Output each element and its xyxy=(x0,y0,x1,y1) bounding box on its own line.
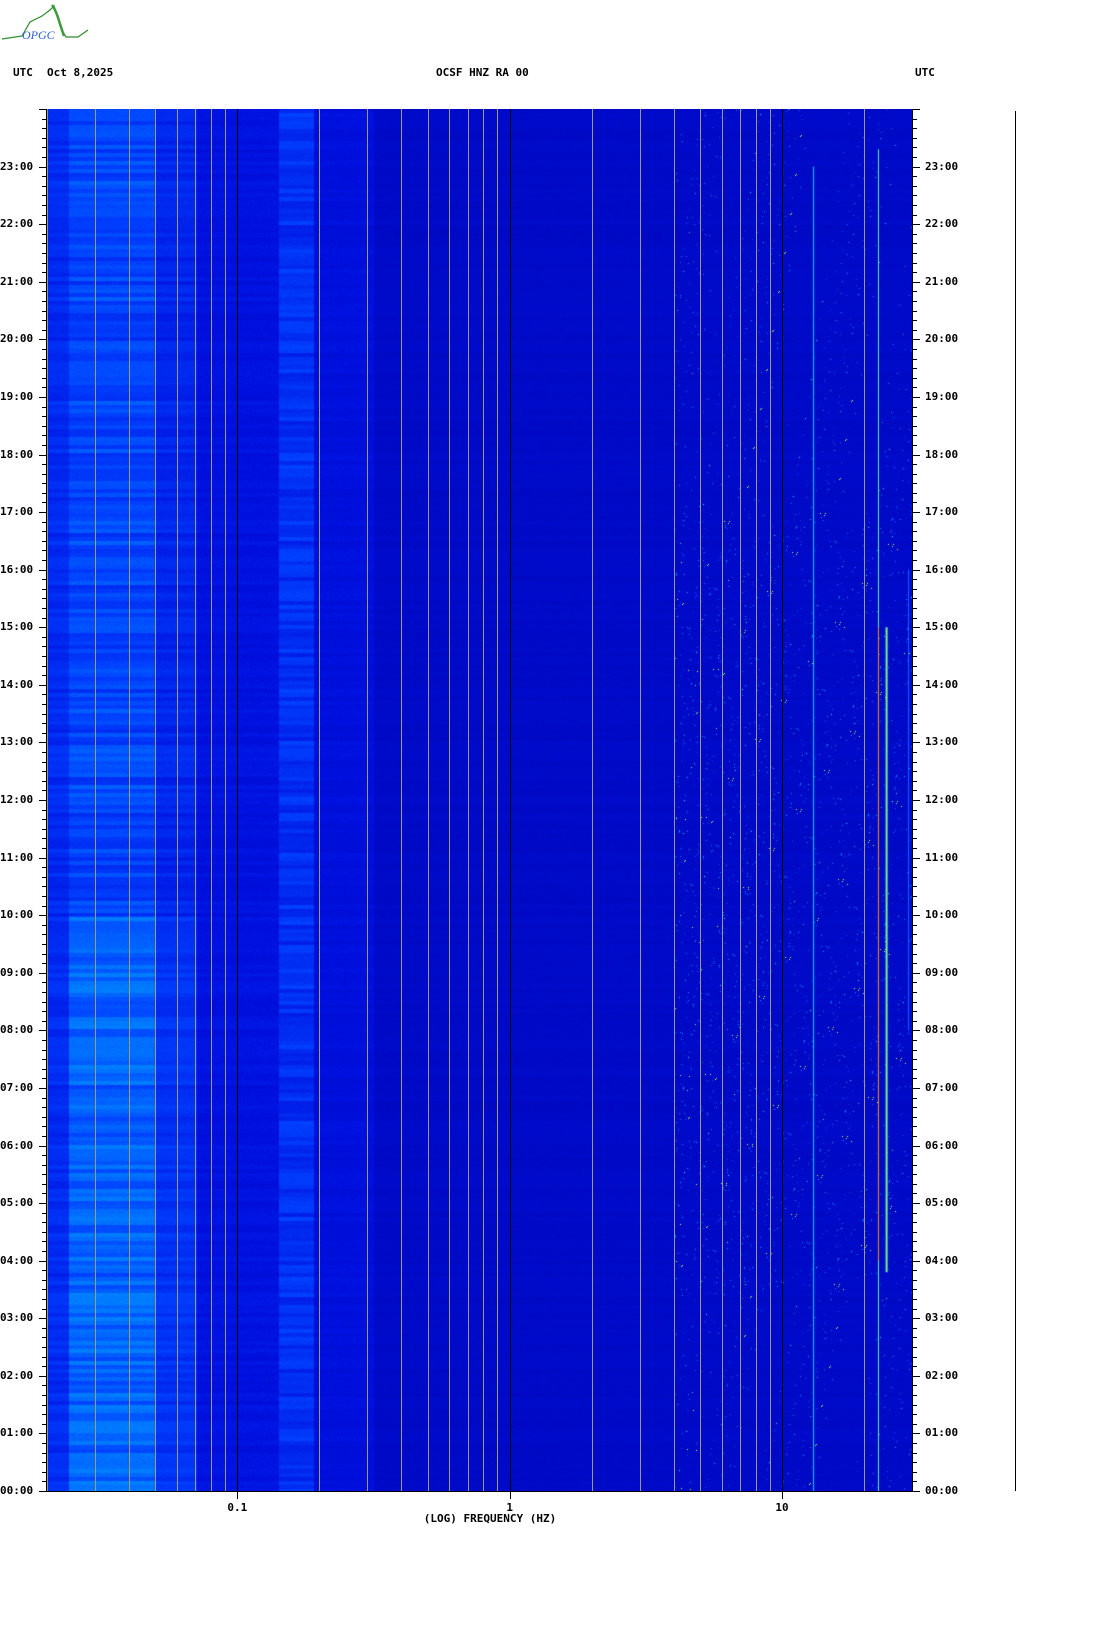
x-tick-label: 10 xyxy=(775,1501,789,1514)
y-tick-label-left: 03:00 xyxy=(0,1311,34,1325)
y-tick-label-left: 09:00 xyxy=(0,965,34,979)
y-tick-label-right: 09:00 xyxy=(925,965,959,979)
svg-text:OPGC: OPGC xyxy=(22,28,56,42)
y-tick-label-left: 01:00 xyxy=(0,1426,34,1440)
y-tick-label-right: 03:00 xyxy=(925,1311,959,1325)
y-tick-label-right: 07:00 xyxy=(925,1080,959,1094)
y-tick-label-right: 19:00 xyxy=(925,389,959,403)
y-tick-label-left: 22:00 xyxy=(0,217,34,231)
y-tick-label-right: 23:00 xyxy=(925,159,959,173)
y-tick-label-left: 02:00 xyxy=(0,1368,34,1382)
y-tick-label-left: 06:00 xyxy=(0,1138,34,1152)
y-tick-label-right: 16:00 xyxy=(925,562,959,576)
y-tick-label-right: 17:00 xyxy=(925,505,959,519)
y-tick-label-right: 18:00 xyxy=(925,447,959,461)
y-tick-label-left: 18:00 xyxy=(0,447,34,461)
y-tick-label-right: 15:00 xyxy=(925,620,959,634)
spectrogram-heatmap xyxy=(47,109,912,1491)
y-tick-label-left: 13:00 xyxy=(0,735,34,749)
y-tick-label-right: 11:00 xyxy=(925,850,959,864)
y-tick-label-left: 11:00 xyxy=(0,850,34,864)
y-tick-label-right: 21:00 xyxy=(925,274,959,288)
y-tick-label-left: 23:00 xyxy=(0,159,34,173)
y-tick-label-right: 04:00 xyxy=(925,1253,959,1267)
y-tick-label-left: 05:00 xyxy=(0,1196,34,1210)
y-tick-label-left: 12:00 xyxy=(0,793,34,806)
right-timezone-label: UTC xyxy=(915,66,935,79)
y-tick-label-right: 06:00 xyxy=(925,1138,959,1152)
y-tick-label-left: 14:00 xyxy=(0,677,34,691)
x-tick-label: 0.1 xyxy=(227,1501,248,1514)
x-axis-title: (LOG) FREQUENCY (HZ) xyxy=(423,1512,557,1525)
y-tick-label-left: 15:00 xyxy=(0,620,34,634)
y-tick-label-left: 19:00 xyxy=(0,389,34,403)
y-tick-label-right: 14:00 xyxy=(925,677,959,691)
y-tick-label-right: 01:00 xyxy=(925,1426,959,1440)
y-tick-label-right: 00:00 xyxy=(925,1484,959,1497)
y-tick-label-right: 02:00 xyxy=(925,1368,959,1382)
opgc-logo: OPGC xyxy=(1,4,89,42)
y-tick-label-right: 13:00 xyxy=(925,735,959,749)
x-tick-label: 1 xyxy=(506,1501,514,1514)
y-tick-label-left: 07:00 xyxy=(0,1080,34,1094)
y-tick-label-right: 12:00 xyxy=(925,793,959,806)
y-tick-label-right: 10:00 xyxy=(925,908,959,922)
y-tick-label-left: 17:00 xyxy=(0,505,34,519)
y-tick-label-right: 08:00 xyxy=(925,1023,959,1037)
y-tick-label-left: 10:00 xyxy=(0,908,34,922)
y-tick-label-right: 20:00 xyxy=(925,332,959,346)
chart-title: OCSF HNZ RA 00 xyxy=(436,66,529,79)
y-tick-label-right: 22:00 xyxy=(925,217,959,231)
date-label: Oct 8,2025 xyxy=(47,66,114,79)
left-timezone-label: UTC xyxy=(13,66,33,79)
y-tick-label-right: 05:00 xyxy=(925,1196,959,1210)
y-tick-label-left: 21:00 xyxy=(0,274,34,288)
y-tick-label-left: 08:00 xyxy=(0,1023,34,1037)
y-tick-label-left: 16:00 xyxy=(0,562,34,576)
y-tick-label-left: 00:00 xyxy=(0,1484,34,1497)
y-tick-label-left: 04:00 xyxy=(0,1253,34,1267)
y-tick-label-left: 20:00 xyxy=(0,332,34,346)
